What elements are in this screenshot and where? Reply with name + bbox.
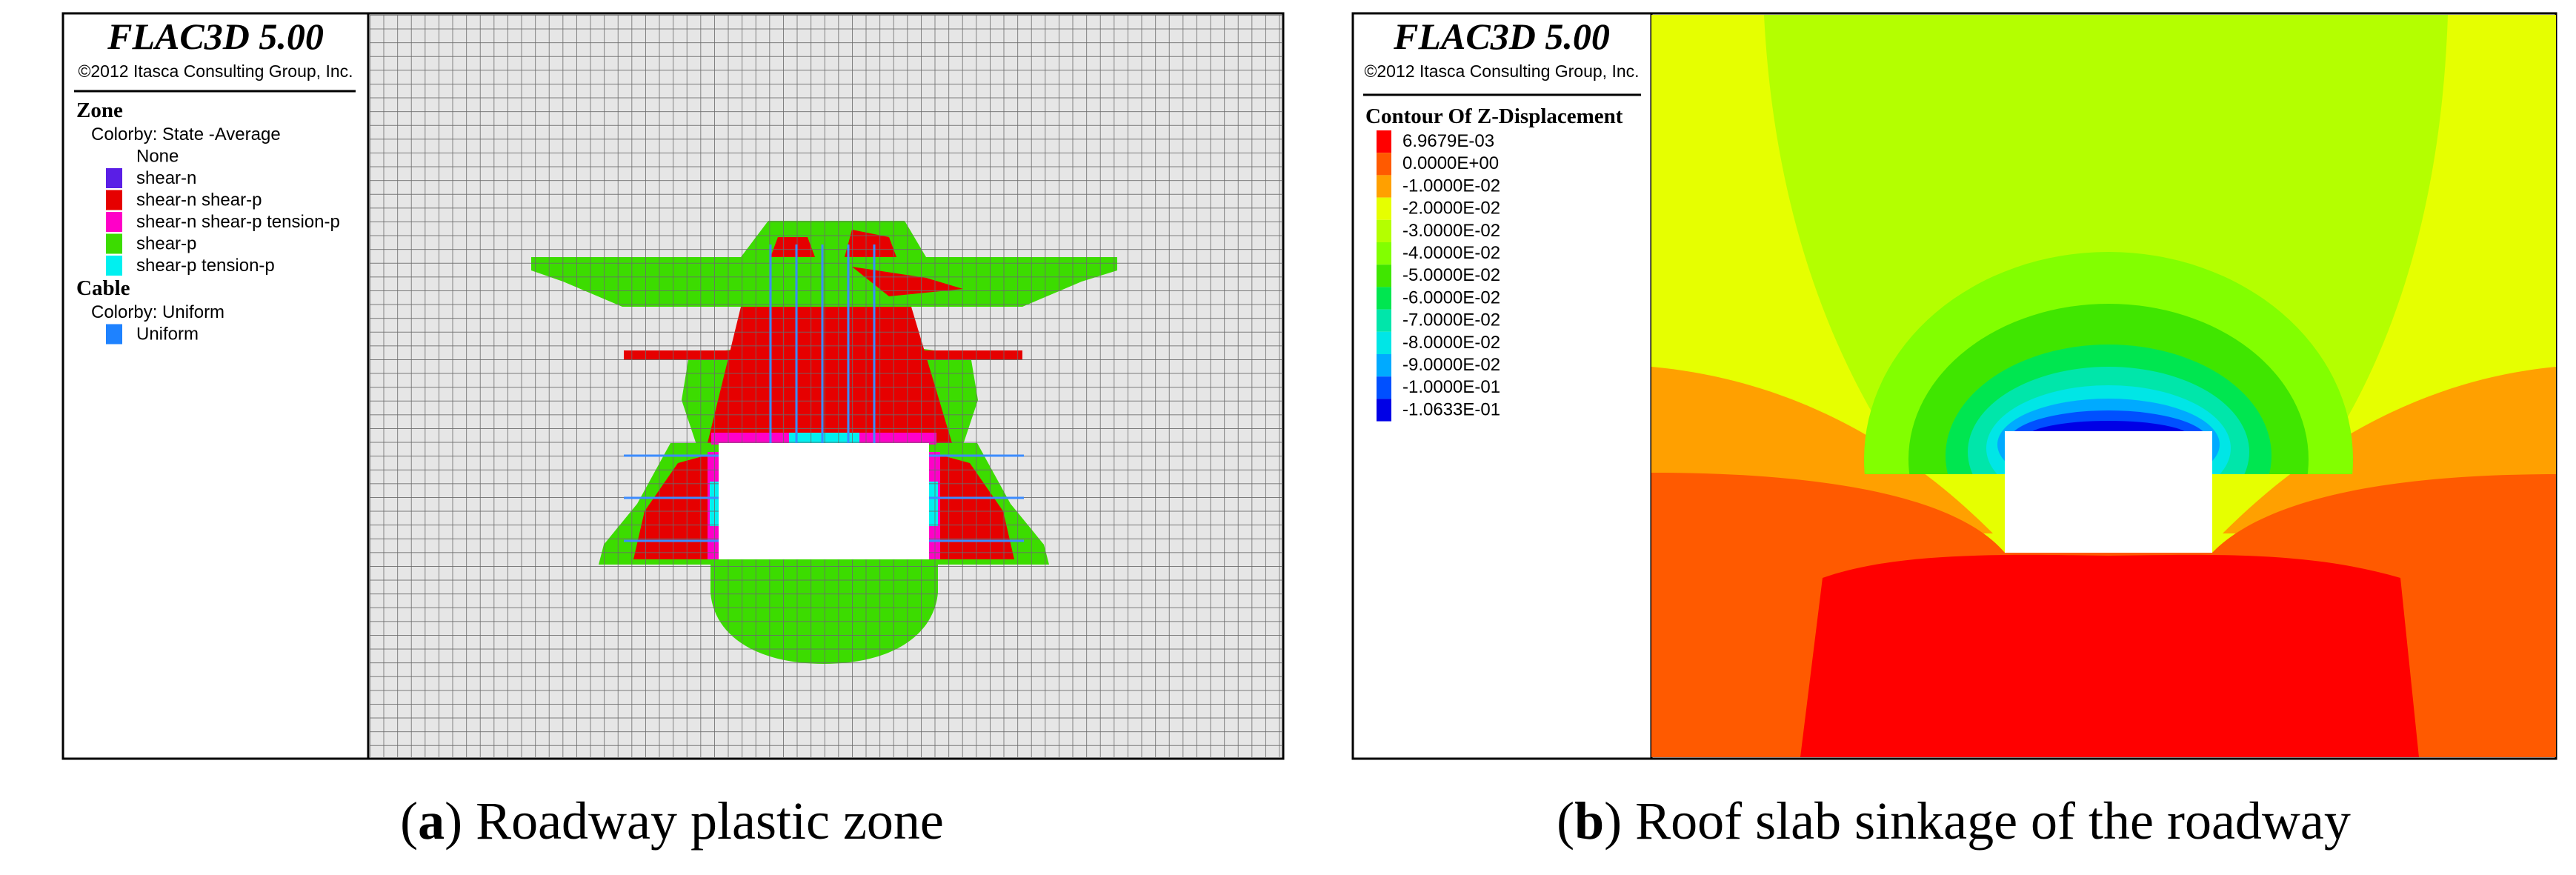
roadway-opening — [719, 443, 929, 559]
caption-label: b — [1574, 791, 1604, 851]
legend-label: shear-n shear-p tension-p — [136, 212, 340, 232]
cables — [624, 244, 1024, 542]
legend-swatch — [1377, 331, 1391, 354]
plastic-zone-plot — [370, 15, 1282, 757]
legend-swatch — [1377, 153, 1391, 176]
header-title: FLAC3D 5.00 — [1393, 16, 1610, 57]
legend-swatch — [1377, 242, 1391, 265]
legend-swatch — [1377, 175, 1391, 198]
legend-label: -9.0000E-02 — [1402, 355, 1500, 375]
caption-text: Roof slab sinkage of the roadway — [1622, 791, 2351, 851]
legend-swatch — [106, 168, 122, 188]
header-title: FLAC3D 5.00 — [107, 16, 324, 57]
legend-swatch — [1377, 197, 1391, 220]
legend-label: -1.0633E-01 — [1402, 399, 1500, 419]
caption-label: a — [418, 791, 445, 851]
legend-label: shear-n shear-p — [136, 190, 262, 210]
legend-group-title: Cable — [76, 276, 130, 300]
legend-label: Uniform — [136, 325, 199, 345]
legend-group-title: Zone — [76, 99, 123, 122]
header-copyright: ©2012 Itasca Consulting Group, Inc. — [78, 61, 353, 81]
legend-label: -2.0000E-02 — [1402, 199, 1500, 219]
legend-label: 6.9679E-03 — [1402, 131, 1494, 151]
legend-group-subtitle: Colorby: Uniform — [91, 302, 224, 322]
legend-label: -1.0000E-02 — [1402, 176, 1500, 196]
legend-swatch — [106, 212, 122, 232]
legend-label: shear-p tension-p — [136, 256, 275, 276]
legend-title: Contour Of Z-Displacement — [1365, 104, 1623, 128]
legend-label: None — [136, 147, 179, 167]
mesh — [370, 15, 1282, 757]
legend-swatch — [1377, 130, 1391, 153]
caption-paren: ( — [400, 791, 418, 851]
legend-label: 0.0000E+00 — [1402, 153, 1499, 173]
caption-paren: ( — [1557, 791, 1574, 851]
caption-paren: ) — [1604, 791, 1622, 851]
legend-group-subtitle: Colorby: State -Average — [91, 124, 281, 144]
legend-swatch — [1377, 354, 1391, 377]
legend-label: -3.0000E-02 — [1402, 221, 1500, 241]
legend-swatch — [106, 256, 122, 276]
legend-swatch — [1377, 399, 1391, 422]
caption-text: Roadway plastic zone — [462, 791, 944, 851]
legend-label: shear-n — [136, 168, 196, 188]
contour-band — [1800, 554, 2419, 757]
displacement-plot — [1651, 15, 2556, 757]
header-copyright: ©2012 Itasca Consulting Group, Inc. — [1364, 61, 1639, 81]
legend-label: shear-p — [136, 234, 196, 254]
caption: (b) Roof slab sinkage of the roadway — [1557, 791, 2351, 851]
annotations: FLAC3D 5.00 ©2012 Itasca Consulting Group… — [76, 16, 2351, 851]
roadway-opening — [2005, 431, 2212, 553]
legend-label: -6.0000E-02 — [1402, 287, 1500, 307]
legend-swatch — [1377, 309, 1391, 332]
legend-swatch — [1377, 265, 1391, 287]
legend-swatch — [1377, 376, 1391, 399]
caption: (a) Roadway plastic zone — [400, 791, 944, 851]
caption-paren: ) — [445, 791, 462, 851]
legend-label: -8.0000E-02 — [1402, 333, 1500, 353]
legend-swatch — [1377, 287, 1391, 310]
legend-label: -1.0000E-01 — [1402, 377, 1500, 397]
legend-label: -4.0000E-02 — [1402, 243, 1500, 263]
legend-swatch — [106, 190, 122, 210]
legend-label: -7.0000E-02 — [1402, 310, 1500, 330]
legend-swatch — [106, 233, 122, 254]
legend-label: -5.0000E-02 — [1402, 265, 1500, 285]
legend-swatch — [106, 324, 122, 345]
legend-swatch — [1377, 219, 1391, 242]
